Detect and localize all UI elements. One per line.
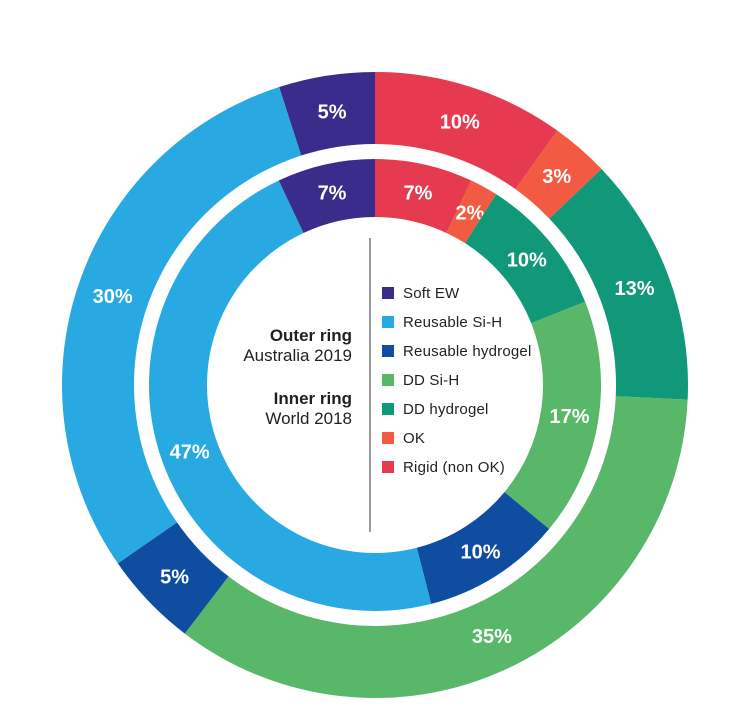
legend-item: DD Si-H [382,371,531,389]
segment-inner-ok [446,180,497,244]
segment-value-label-outer-reusable-si-h: 30% [93,286,133,308]
segment-inner-rigid-non-ok [375,159,472,233]
segment-inner-reusable-hydrogel [416,492,550,604]
segment-value-label-inner-reusable-si-h: 47% [170,442,210,464]
legend-divider [369,238,371,532]
legend-item: Rigid (non OK) [382,458,531,476]
segment-value-label-inner-reusable-hydrogel: 10% [461,541,501,563]
segment-outer-soft-ew [279,72,375,156]
segment-value-label-inner-dd-hydrogel: 10% [507,249,547,271]
legend-item: Reusable Si-H [382,313,531,331]
legend-label: DD hydrogel [403,400,489,418]
outer-ring-subtitle: Australia 2019 [243,346,352,365]
segment-value-label-outer-reusable-hydrogel: 5% [160,566,189,588]
legend-label: Reusable Si-H [403,313,503,331]
segment-inner-soft-ew [278,159,375,233]
segment-outer-dd-si-h [184,396,688,699]
segment-inner-dd-hydrogel [465,194,586,324]
segment-value-label-inner-ok: 2% [455,202,484,224]
legend-swatch-icon [382,287,394,299]
segment-outer-dd-hydrogel [549,168,689,400]
legend-swatch-icon [382,403,394,415]
inner-ring-title: Inner ring [273,389,352,408]
legend: Soft EW Reusable Si-H Reusable hydrogel DD … [382,284,532,476]
legend-label: Reusable hydrogel [403,342,532,360]
segment-value-label-outer-dd-si-h: 35% [472,626,512,648]
legend-label: Rigid (non OK) [403,458,506,476]
segment-value-label-outer-ok: 3% [542,166,571,188]
legend-label: OK [403,429,426,447]
outer-ring-title: Outer ring [269,326,352,345]
legend-swatch-icon [382,345,394,357]
segment-outer-rigid-non-ok [375,72,558,190]
segment-outer-ok [515,130,602,219]
segment-value-label-outer-soft-ew: 5% [318,101,347,123]
legend-item: Soft EW [382,284,531,302]
inner-ring-subtitle: World 2018 [265,409,352,428]
legend-swatch-icon [382,374,394,386]
segment-value-label-outer-rigid-non-ok: 10% [440,111,480,133]
segment-inner-reusable-si-h [148,180,432,611]
segment-outer-reusable-si-h [61,87,302,564]
legend-item: Reusable hydrogel [382,342,532,360]
legend-swatch-icon [382,461,394,473]
segment-value-label-inner-soft-ew: 7% [318,183,347,205]
segment-outer-reusable-hydrogel [117,522,229,634]
legend-label: DD Si-H [403,371,460,389]
segment-value-label-inner-rigid-non-ok: 7% [404,183,433,205]
center-annotation: Outer ring Australia 2019 Inner ring Wor… [243,326,352,429]
legend-item: OK [382,429,531,447]
segment-value-label-outer-dd-hydrogel: 13% [614,278,654,300]
legend-item: DD hydrogel [382,400,531,418]
legend-swatch-icon [382,432,394,444]
legend-label: Soft EW [403,284,460,302]
legend-swatch-icon [382,316,394,328]
segment-value-label-inner-dd-si-h: 17% [550,406,590,428]
segment-inner-dd-si-h [504,301,602,530]
